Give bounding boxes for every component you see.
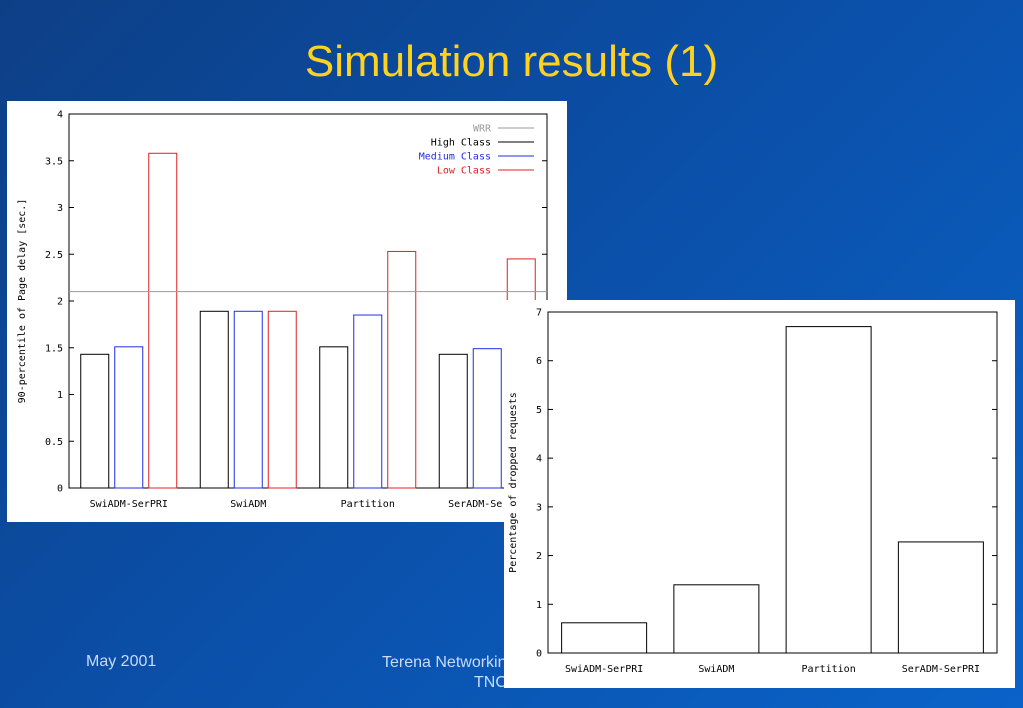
bar-high-class — [438, 353, 468, 489]
legend-label: High Class — [431, 138, 491, 149]
bar-low-class — [267, 310, 297, 489]
y-axis-label: Percentage of dropped requests — [508, 392, 519, 573]
x-tick-label: Partition — [341, 499, 395, 510]
bar-low-class — [148, 152, 178, 489]
y-tick-label: 4 — [57, 110, 63, 121]
x-tick-label: SwiADM — [230, 499, 266, 510]
y-tick-label: 0 — [536, 649, 542, 660]
legend-label: WRR — [473, 124, 492, 135]
dropped-requests-chart-svg: 0 1 2 3 4 5 6 7 Percentage of dropped requests Sw… — [508, 308, 998, 675]
y-tick-label: 4 — [536, 454, 542, 465]
y-tick-label: 1 — [57, 390, 63, 401]
bar-medium-class — [353, 314, 383, 489]
bar-medium-class — [114, 346, 144, 489]
y-tick-label: 2 — [57, 297, 63, 308]
bar-low-class — [387, 250, 417, 489]
bar-dropped-requests — [673, 584, 760, 654]
y-tick-label: 7 — [536, 308, 542, 319]
x-tick-label: Partition — [802, 664, 856, 675]
legend-label: Low Class — [437, 166, 491, 177]
bar-high-class — [319, 346, 349, 489]
footer-date: May 2001 — [86, 653, 157, 670]
y-tick-label: 1.5 — [45, 343, 63, 354]
x-tick-label: SerADM-SerPRI — [448, 499, 526, 510]
x-tick-label: SwiADM-SerPRI — [565, 664, 643, 675]
x-tick-label: SwiADM-SerPRI — [90, 499, 168, 510]
legend-label: Medium Class — [419, 152, 491, 163]
plot-frame — [547, 311, 998, 654]
bar-high-class — [80, 353, 110, 489]
y-tick-label: 3 — [57, 203, 63, 214]
x-tick-label: SwiADM — [698, 664, 734, 675]
page-delay-chart-svg: 0 0.5 1 1.5 2 2.5 3 3.5 4 90-percentile of Page d… — [17, 110, 548, 510]
bar-high-class — [199, 310, 229, 489]
y-tick-label: 0.5 — [45, 437, 63, 448]
y-tick-label: 2 — [536, 551, 542, 562]
x-tick-label: SerADM-SerPRI — [902, 664, 980, 675]
y-tick-label: 6 — [536, 356, 542, 367]
y-tick-label: 1 — [536, 600, 542, 611]
bar-medium-class — [472, 348, 502, 489]
bar-medium-class — [233, 310, 263, 489]
y-tick-label: 0 — [57, 484, 63, 495]
bar-dropped-requests — [897, 541, 984, 654]
y-tick-label: 3.5 — [45, 156, 63, 167]
y-tick-label: 5 — [536, 405, 542, 416]
dropped-requests-chart: 0 1 2 3 4 5 6 7 Percentage of dropped requests Sw… — [504, 300, 1015, 688]
y-tick-label: 2.5 — [45, 250, 63, 261]
y-axis-label: 90-percentile of Page delay [sec.] — [17, 199, 28, 404]
bar-dropped-requests — [561, 622, 648, 654]
bar-dropped-requests — [785, 326, 872, 654]
page-delay-chart: 0 0.5 1 1.5 2 2.5 3 3.5 4 90-percentile of Page d… — [7, 101, 567, 522]
y-tick-label: 3 — [536, 502, 542, 513]
slide-title: Simulation results (1) — [304, 37, 719, 86]
